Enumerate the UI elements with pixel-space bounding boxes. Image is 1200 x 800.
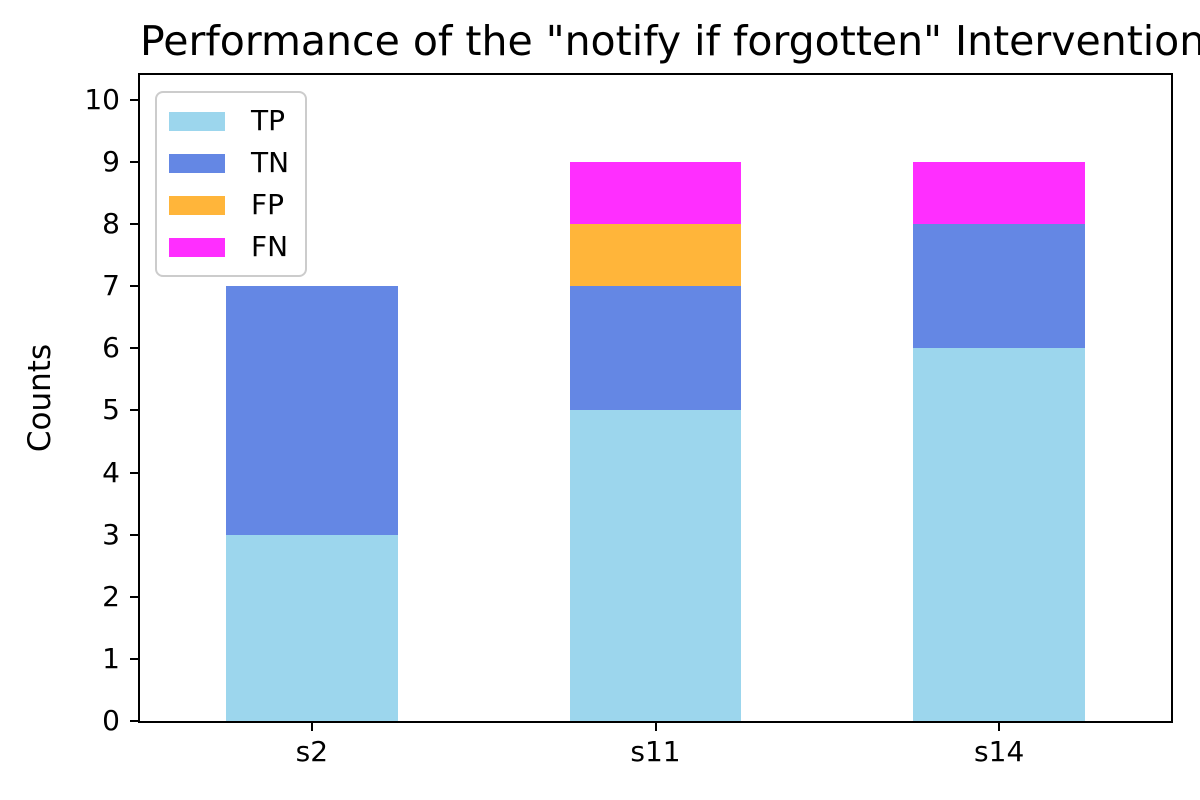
legend-swatch-tn xyxy=(169,153,225,173)
legend-label-tp: TP xyxy=(251,104,285,137)
plot-area xyxy=(138,73,1173,723)
legend-item-tp: TP xyxy=(169,105,289,137)
y-tick-mark xyxy=(130,409,138,412)
x-tick-mark xyxy=(998,723,1001,731)
y-tick-label: 0 xyxy=(102,704,120,737)
legend-label-fn: FN xyxy=(251,230,289,263)
legend-label-tn: TN xyxy=(251,146,290,179)
y-tick-mark xyxy=(130,285,138,288)
bar-segment-fn-s14 xyxy=(913,161,1086,225)
bar-segment-tp-s2 xyxy=(225,534,398,721)
y-tick-mark xyxy=(130,595,138,598)
y-tick-label: 3 xyxy=(102,517,120,551)
x-tick-mark xyxy=(310,723,313,731)
y-tick-label: 8 xyxy=(102,207,120,241)
legend-swatch-fn xyxy=(169,237,225,257)
bar-segment-tn-s14 xyxy=(913,224,1086,349)
y-tick-mark xyxy=(130,98,138,101)
y-tick-mark xyxy=(130,160,138,163)
bar-segment-fn-s11 xyxy=(569,161,742,225)
legend-item-fn: FN xyxy=(169,231,289,263)
y-tick-mark xyxy=(130,720,138,722)
bar-segment-tp-s11 xyxy=(569,410,742,721)
y-tick-label: 2 xyxy=(102,579,120,613)
y-tick-label: 10 xyxy=(84,82,120,116)
y-tick-mark xyxy=(130,657,138,660)
legend-item-tn: TN xyxy=(169,147,289,179)
legend-label-fp: FP xyxy=(251,188,284,221)
legend-swatch-tp xyxy=(169,111,225,131)
y-tick-mark xyxy=(130,471,138,474)
y-tick-label: 6 xyxy=(102,331,120,365)
y-tick-label: 7 xyxy=(102,269,120,303)
bar-segment-tn-s11 xyxy=(569,286,742,411)
bar-segment-tp-s14 xyxy=(913,348,1086,721)
y-tick-label: 1 xyxy=(102,641,120,675)
x-tick-mark xyxy=(654,723,657,731)
bar-segment-tn-s2 xyxy=(225,286,398,535)
y-tick-label: 9 xyxy=(102,144,120,178)
y-tick-label: 5 xyxy=(102,393,120,427)
x-tick-label-s2: s2 xyxy=(295,735,329,768)
legend-item-fp: FP xyxy=(169,189,289,221)
y-tick-mark xyxy=(130,223,138,226)
x-tick-label-s14: s14 xyxy=(974,735,1025,768)
legend: TP TN FP FN xyxy=(155,91,308,277)
x-tick-label-s11: s11 xyxy=(630,735,681,768)
legend-swatch-fp xyxy=(169,195,225,215)
y-tick-label: 4 xyxy=(102,455,120,489)
chart-title: Performance of the "notify if forgotten"… xyxy=(140,17,1200,65)
bar-segment-fp-s11 xyxy=(569,224,742,287)
y-tick-mark xyxy=(130,533,138,536)
y-tick-mark xyxy=(130,347,138,350)
